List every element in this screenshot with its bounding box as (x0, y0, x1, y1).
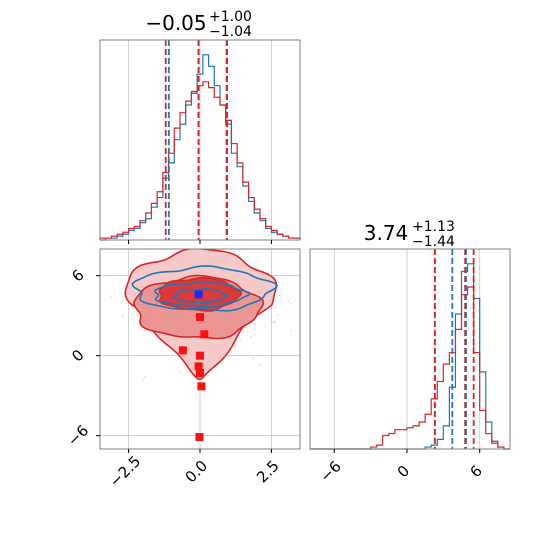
marker-7 (197, 382, 206, 391)
marker-4 (196, 351, 204, 360)
scatter-p1-p2-panel: −2.5 0.0 2.5 −6 0 6 (64, 248, 301, 491)
marker-8 (195, 433, 204, 441)
hist-p1-title: −0.05 (145, 11, 206, 35)
hist-p2-title-sup: +1.13 (412, 219, 455, 235)
scatter-point (287, 300, 290, 303)
marker-2 (200, 330, 209, 339)
x-tick-label-0: −6 (317, 457, 345, 485)
scatter-point (110, 295, 113, 297)
scatter-point (281, 289, 284, 291)
scatter-point (264, 325, 267, 328)
scatter-point (250, 336, 252, 338)
scatter-point (179, 370, 182, 373)
marker-6 (196, 369, 204, 377)
scatter-point (244, 327, 246, 329)
scatter-point (275, 307, 277, 309)
scatter-point (129, 308, 131, 311)
scatter-point (253, 333, 256, 336)
hist-p1-title-sup: +1.00 (209, 9, 252, 25)
hist-p1-title-sub: −1.04 (209, 24, 252, 40)
scatter-point (240, 339, 242, 341)
scatter-x-tick-label-1: 0.0 (182, 457, 212, 487)
scatter-point (255, 266, 258, 268)
marker-1 (196, 313, 204, 321)
scatter-point (272, 321, 274, 323)
scatter-y-tick-label-1: 0 (68, 346, 87, 365)
x-tick-label-2: 6 (466, 462, 485, 481)
hist-p2-title-main: 3.74 (364, 221, 409, 245)
contour-line-3 (131, 265, 279, 312)
hist-series-1 (99, 81, 301, 240)
scatter-point (144, 376, 146, 378)
hist-p2-title-sub: −1.44 (412, 234, 455, 250)
scatter-x-tick-label-2: 2.5 (253, 457, 283, 487)
scatter-point (259, 364, 261, 366)
scatter-point (142, 379, 145, 382)
hist-p1-title-main: −0.05 (145, 11, 206, 35)
scatter-y-tick-label-0: −6 (64, 421, 92, 449)
scatter-point (277, 313, 279, 316)
scatter-point (289, 302, 292, 305)
scatter-point (273, 320, 276, 323)
scatter-point (289, 329, 292, 332)
scatter-point (143, 329, 145, 332)
scatter-x-tick-label-0: −2.5 (106, 452, 144, 490)
x-tick-label-1: 0 (394, 462, 413, 481)
marker-0 (194, 290, 203, 299)
hist-p1-panel: −0.05 +1.00 −1.04 (99, 9, 301, 244)
hist-p2-panel: −6 0 6 3.74 +1.13 −1.44 (309, 219, 511, 486)
contour-line-4 (154, 280, 251, 308)
scatter-point (253, 328, 255, 331)
marker-5 (194, 362, 203, 371)
hist-p2-frame (309, 248, 511, 450)
scatter-point (280, 298, 283, 301)
scatter-point (285, 298, 288, 301)
contour-line-5 (173, 287, 229, 304)
marker-3 (178, 346, 187, 355)
scatter-point (274, 322, 277, 325)
scatter-point (130, 314, 133, 316)
scatter-point (121, 315, 124, 317)
scatter-point (248, 324, 251, 327)
scatter-y-tick-label-2: 6 (68, 266, 87, 285)
scatter-point (136, 314, 139, 316)
scatter-point (279, 294, 281, 297)
scatter-point (254, 323, 256, 326)
scatter-point (132, 319, 135, 321)
scatter-point (252, 358, 255, 361)
scatter-point (114, 290, 116, 292)
